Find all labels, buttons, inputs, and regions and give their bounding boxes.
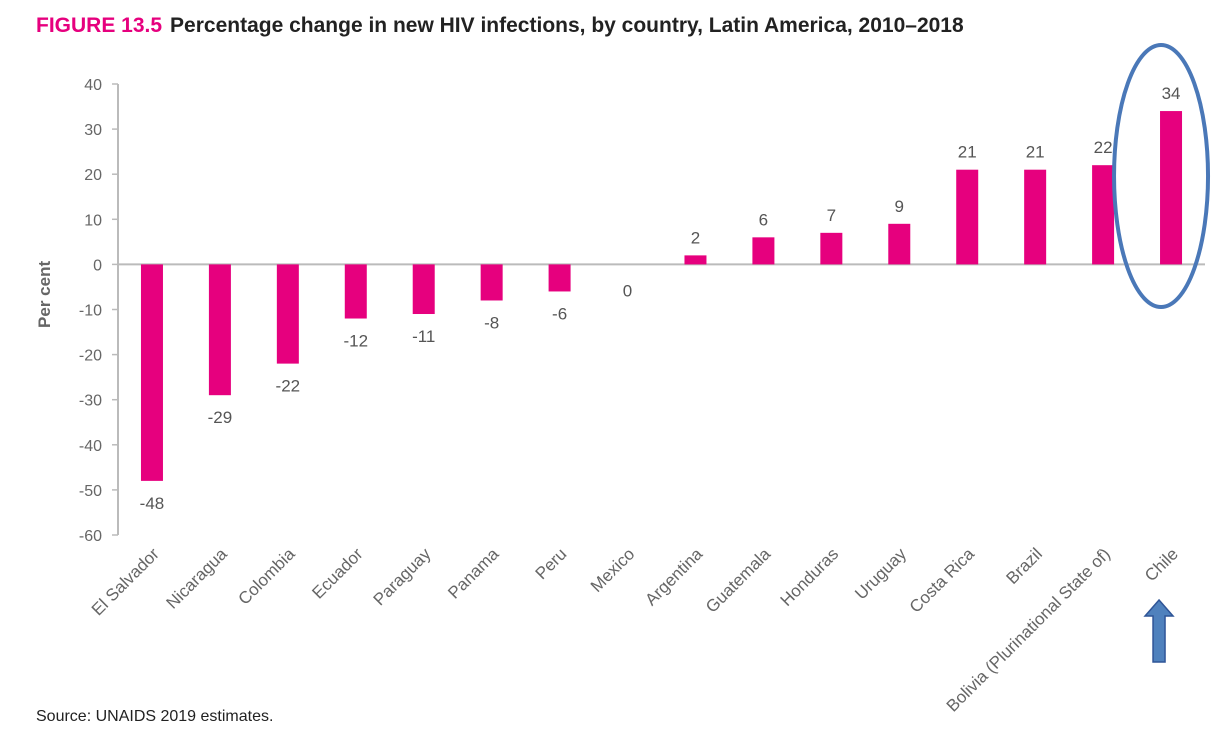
y-tick-label: -10 <box>79 303 102 320</box>
y-tick-label: -30 <box>79 393 102 410</box>
data-label: 7 <box>827 206 836 225</box>
category-label: El Salvador <box>88 544 163 619</box>
y-tick-label: 20 <box>84 167 102 184</box>
category-label: Mexico <box>587 544 639 596</box>
bar <box>480 264 503 301</box>
y-tick-label: -60 <box>79 528 102 545</box>
y-tick-label: 10 <box>84 212 102 229</box>
y-tick-label: -50 <box>79 483 102 500</box>
data-label: 21 <box>958 143 977 162</box>
category-label: Brazil <box>1002 544 1045 587</box>
bar <box>344 264 367 319</box>
chart-title: FIGURE 13.5 Percentage change in new HIV … <box>36 14 964 38</box>
source-note: Source: UNAIDS 2019 estimates. <box>36 708 274 725</box>
bar <box>752 237 775 265</box>
bar <box>684 255 707 265</box>
highlight-ellipse <box>1112 43 1211 309</box>
data-label: -29 <box>208 408 233 427</box>
bar <box>276 264 299 364</box>
category-label: Peru <box>532 544 571 583</box>
bar <box>888 223 911 265</box>
up-arrow-icon <box>1143 598 1175 663</box>
category-label: Paraguay <box>370 544 435 609</box>
category-label: Argentina <box>641 544 706 609</box>
category-label: Ecuador <box>308 544 366 602</box>
category-label: Costa Rica <box>906 544 979 617</box>
category-label: Honduras <box>777 544 843 610</box>
bar <box>548 264 571 292</box>
figure-label: FIGURE 13.5 <box>36 14 163 37</box>
bar <box>1160 111 1183 265</box>
bar <box>1024 169 1047 265</box>
category-label: Nicaragua <box>162 544 231 613</box>
data-label: -6 <box>552 304 567 323</box>
data-label: 22 <box>1094 138 1113 157</box>
category-label: Panama <box>444 544 503 603</box>
data-label: 2 <box>691 228 700 247</box>
y-tick-label: 40 <box>84 77 102 94</box>
category-label: Guatemala <box>702 544 775 617</box>
y-axis-title: Per cent <box>35 261 54 328</box>
category-label: Colombia <box>234 544 299 609</box>
bar <box>820 232 843 265</box>
data-label: 21 <box>1026 143 1045 162</box>
data-label: 0 <box>623 281 632 300</box>
y-tick-label: -20 <box>79 348 102 365</box>
bar <box>140 264 163 481</box>
bar <box>412 264 435 315</box>
data-label: -22 <box>276 377 301 396</box>
data-label: -8 <box>484 313 499 332</box>
y-tick-label: -40 <box>79 438 102 455</box>
data-label: -11 <box>412 327 435 346</box>
y-tick-label: 0 <box>93 257 102 274</box>
data-label: 6 <box>759 210 768 229</box>
title-text: Percentage change in new HIV infections,… <box>170 14 964 37</box>
data-label: 9 <box>895 197 904 216</box>
category-label: Uruguay <box>851 544 910 603</box>
bar <box>208 264 231 396</box>
bar <box>1092 165 1115 265</box>
data-label: -12 <box>343 332 368 351</box>
data-label: 34 <box>1162 84 1181 103</box>
bar <box>956 169 979 265</box>
data-label: -48 <box>140 494 165 513</box>
y-tick-label: 30 <box>84 122 102 139</box>
category-label: Chile <box>1141 544 1182 585</box>
